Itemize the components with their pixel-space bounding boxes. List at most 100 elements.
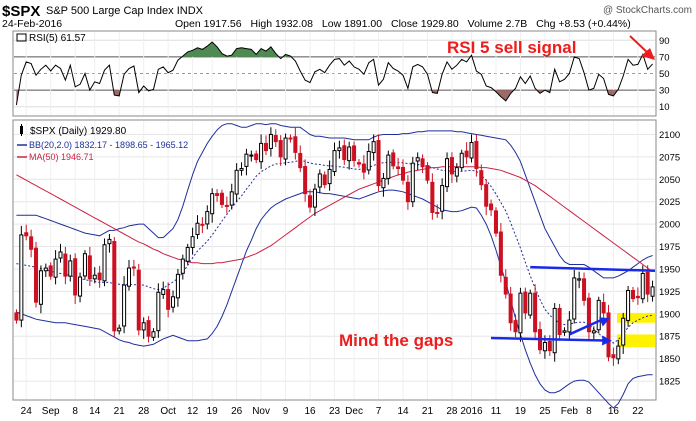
price-tick-1975: 1975 [659,242,680,253]
candle [366,143,371,175]
candle [361,155,366,180]
candle-body [259,142,264,163]
x-label-25: 16 [608,406,620,417]
candle-body [180,258,185,274]
candle-body [464,150,469,158]
candle [381,173,386,197]
x-label-14: Dec [345,406,363,417]
candle-body [43,267,48,272]
symbol-title: $SPX [2,3,40,20]
candle [533,284,538,339]
candle [562,327,567,336]
svg-text:BB(20,2.0) 1832.17 - 1898.65 -: BB(20,2.0) 1832.17 - 1898.65 - 1965.12 [29,140,188,150]
candle-body [112,241,117,332]
candle-body [73,258,78,296]
candle-body [273,135,278,143]
x-label-23: Feb [561,406,579,417]
candle [445,152,450,193]
candle [469,134,474,163]
rsi-sell-arrow [629,35,655,60]
x-label-17: 21 [422,406,434,417]
candle [513,314,518,338]
candle [489,199,494,217]
mind-the-gaps-annotation: Mind the gaps [339,331,453,350]
candle [596,296,601,334]
rsi-panel: 90 70 50 30 10 RSI(5) 61.57 RSI 5 sell signa… [12,30,670,117]
candle-body [606,312,611,358]
candle-body [249,154,254,157]
candle-body [596,299,601,331]
candles [14,127,655,366]
gap-highlight-0 [617,312,655,323]
candle-body [342,145,347,161]
candle-body [547,340,552,352]
gap-arrow [490,335,612,346]
candle [405,175,410,210]
candle [112,237,117,338]
candle-body [489,203,494,211]
candle-body [528,292,533,316]
candle-body [268,133,273,149]
candle-body [117,327,122,332]
bollinger-middle-band [16,159,653,344]
candle [650,280,655,302]
candle [268,127,273,157]
candle [58,243,63,263]
price-tick-1825: 1825 [659,377,680,388]
candle-body [200,223,205,226]
rsi-grid [14,32,655,115]
candle [102,238,107,287]
candle-body [415,157,420,162]
candle-body [352,145,357,161]
candle-body [479,170,484,186]
candle-body [557,307,562,335]
candle [308,189,313,213]
gap-highlights [617,312,655,347]
gap-arrow-shaft [490,336,605,342]
candle [171,290,176,313]
price-tick-2075: 2075 [659,152,680,163]
x-label-24: 8 [586,406,592,417]
candle-body [298,152,303,169]
candle-body [577,278,582,281]
candle-body [454,167,459,177]
candle [528,289,533,319]
candle [391,149,396,170]
x-label-6: Oct [160,406,176,417]
rsi-sell-signal-annotation: RSI 5 sell signal [447,38,576,57]
candle-body [48,265,53,277]
svg-text:$SPX (Daily) 1929.80: $SPX (Daily) 1929.80 [30,126,127,137]
rsi-tick-50: 50 [659,69,670,80]
candle [234,163,239,203]
candle-body [430,181,435,213]
gap-arrow-head [602,335,612,346]
candle [479,164,484,191]
svg-text:MA(50) 1946.71: MA(50) 1946.71 [29,152,94,162]
candle [356,159,361,168]
candle-body [601,302,606,314]
candle-body [469,142,474,159]
candle-body [63,253,68,277]
candle-body [533,292,538,333]
candle [34,241,39,308]
ma50-line [16,166,653,273]
x-label-4: 21 [114,406,126,417]
candle-body [102,244,107,282]
x-label-18: 28 [446,406,458,417]
candle [249,150,254,162]
candle [352,141,357,167]
x-label-16: 14 [397,406,409,417]
candle-body [185,246,190,262]
candle-body [449,157,454,175]
candle-body [611,354,616,359]
candle-body [572,277,577,320]
candle-body [34,247,39,303]
candle [523,287,528,320]
candle-body [645,271,650,295]
candle [327,160,332,191]
candle-body [381,177,386,189]
candle-body [562,330,567,333]
candle-body [161,289,166,295]
candle-body [92,274,97,280]
candle-body [19,234,24,321]
